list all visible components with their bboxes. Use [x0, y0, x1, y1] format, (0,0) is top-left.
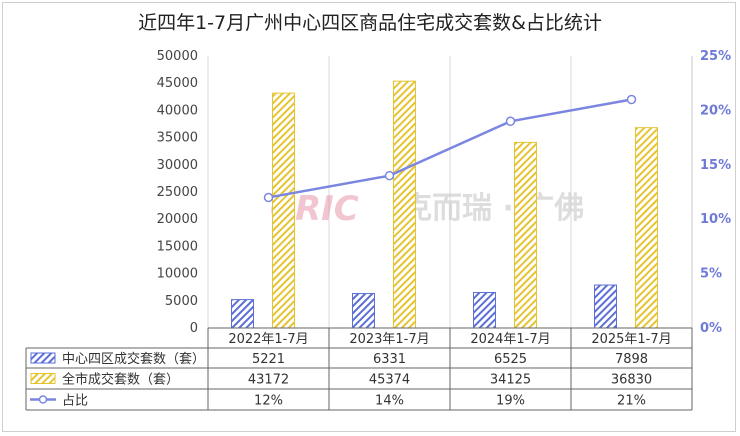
y-right-tick-label: 0% [700, 321, 722, 336]
line-point [505, 116, 516, 127]
table-cell-value: 34125 [490, 373, 531, 388]
table-cell-value: 12% [254, 394, 283, 409]
y-right-tick-label: 5% [700, 267, 722, 282]
y-left-tick-label: 5000 [165, 294, 198, 309]
y-right-tick-label: 15% [700, 158, 731, 173]
bar-citywide [393, 80, 416, 329]
chart-title: 近四年1-7月广州中心四区商品住宅成交套数&占比统计 [138, 12, 602, 34]
legend-key [38, 395, 48, 404]
legend-label: 占比 [62, 394, 88, 409]
watermark-text: 克而瑞 · 广佛 [402, 191, 584, 226]
table-cell-value: 6331 [373, 352, 406, 367]
y-left-tick-label: 30000 [157, 158, 198, 173]
y-right-tick-label: 20% [700, 103, 731, 118]
line-ratio [268, 98, 632, 199]
bar-center-four-districts [594, 284, 617, 329]
y-left-tick-label: 15000 [157, 239, 198, 254]
legend-label: 中心四区成交套数（套） [62, 351, 205, 367]
y-left-tick-label: 25000 [157, 185, 198, 200]
category-label: 2024年1-7月 [470, 332, 550, 347]
category-label: 2022年1-7月 [228, 332, 308, 347]
bar-citywide [272, 92, 295, 329]
table-cell-value: 45374 [369, 373, 410, 388]
line-point [263, 192, 274, 203]
y-left-tick-label: 35000 [157, 131, 198, 146]
table-cell-value: 36830 [611, 373, 652, 388]
table-cell-value: 19% [496, 394, 525, 409]
chart-frame [2, 2, 736, 432]
table-cell-value: 5221 [252, 352, 285, 367]
table-cell-value: 6525 [494, 352, 527, 367]
bar-center-four-districts [352, 293, 375, 329]
y-left-tick-label: 0 [190, 321, 198, 336]
bar-citywide [514, 141, 537, 329]
table-cell-value: 21% [617, 394, 646, 409]
legend-label: 全市成交套数（套） [62, 372, 179, 388]
y-left-tick-label: 45000 [157, 76, 198, 91]
line-point [626, 94, 637, 105]
category-label: 2023年1-7月 [349, 332, 429, 347]
y-left-tick-label: 50000 [157, 49, 198, 64]
table-cell-value: 7898 [615, 352, 648, 367]
y-right-tick-label: 10% [700, 212, 731, 227]
line-point [384, 170, 395, 181]
bar-center-four-districts [231, 299, 254, 329]
bar-citywide [635, 127, 658, 329]
y-right-tick-label: 25% [700, 49, 731, 64]
legend-key [30, 373, 56, 384]
y-left-tick-label: 40000 [157, 103, 198, 118]
table-cell-value: 14% [375, 394, 404, 409]
legend-key [30, 352, 56, 364]
bar-center-four-districts [473, 292, 496, 329]
table-cell-value: 43172 [248, 373, 289, 388]
y-left-tick-label: 20000 [157, 212, 198, 227]
y-left-tick-label: 10000 [157, 267, 198, 282]
category-label: 2025年1-7月 [591, 332, 671, 347]
